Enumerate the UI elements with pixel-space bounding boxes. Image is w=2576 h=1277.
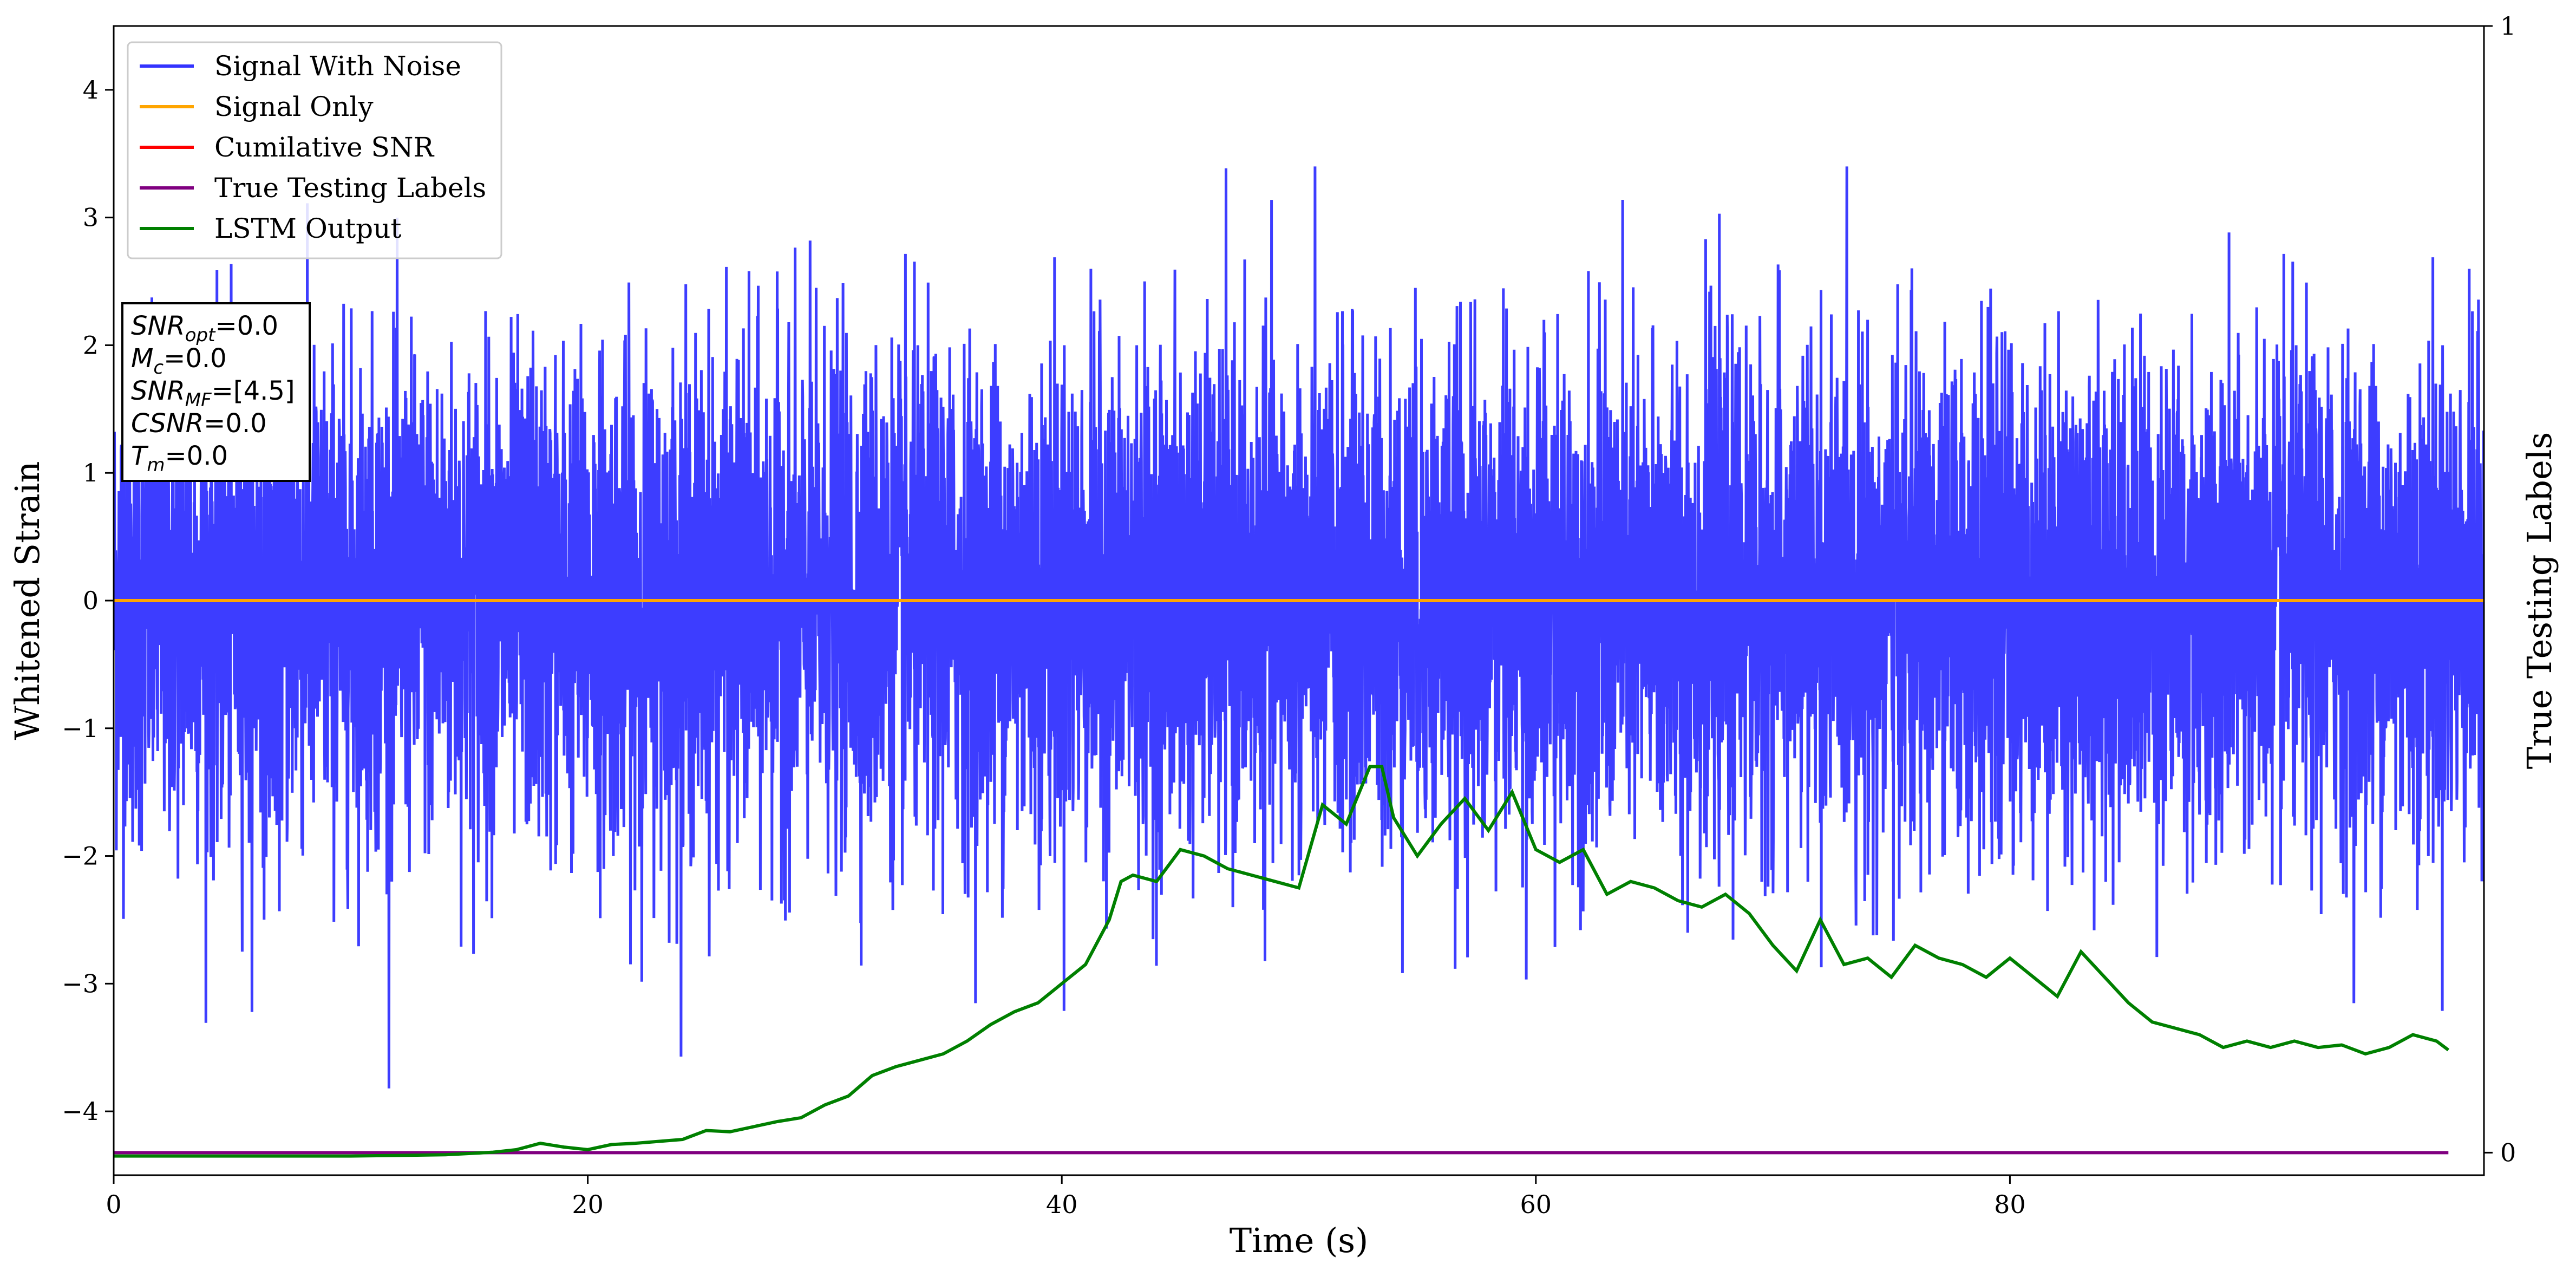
y2-axis-label: True Testing Labels <box>2520 432 2559 770</box>
legend-label: True Testing Labels <box>214 172 486 204</box>
y-tick-label: 0 <box>83 586 99 615</box>
legend-label: Signal With Noise <box>214 50 461 82</box>
legend-label: LSTM Output <box>214 213 401 244</box>
y-tick-label: −4 <box>62 1097 99 1126</box>
annotation-box <box>121 302 311 482</box>
y-axis-label: Whitened Strain <box>8 461 47 740</box>
legend-label: Cumilative SNR <box>214 132 434 163</box>
x-tick-label: 20 <box>572 1190 604 1219</box>
legend-label: Signal Only <box>214 91 374 122</box>
x-axis-label: Time (s) <box>1230 1221 1369 1260</box>
y-tick-label: 1 <box>83 458 99 487</box>
annotation-line: Mc=0.0 <box>131 343 227 379</box>
y2-tick-label: 0 <box>2500 1138 2516 1167</box>
annotation-line: CSNR=0.0 <box>131 408 267 439</box>
y-tick-label: 3 <box>83 203 99 232</box>
series-lstm-output <box>114 765 2450 1158</box>
y2-tick-label: 1 <box>2500 11 2516 41</box>
x-tick-label: 80 <box>1994 1190 2026 1219</box>
y-tick-label: 4 <box>83 75 99 105</box>
legend-box <box>127 41 502 259</box>
annotation-line: SNRopt=0.0 <box>131 311 278 346</box>
annotation-line: Tm=0.0 <box>131 441 228 476</box>
x-tick-label: 40 <box>1046 1190 1078 1219</box>
y-tick-label: 2 <box>83 330 99 360</box>
y-tick-label: −3 <box>62 969 99 998</box>
series-signal-with-noise <box>114 166 2484 1089</box>
x-tick-label: 0 <box>106 1190 121 1219</box>
y-tick-label: −2 <box>62 842 99 871</box>
annotation-line: SNRMF=[4.5] <box>131 376 295 411</box>
y-tick-label: −1 <box>62 714 99 743</box>
x-tick-label: 60 <box>1520 1190 1552 1219</box>
